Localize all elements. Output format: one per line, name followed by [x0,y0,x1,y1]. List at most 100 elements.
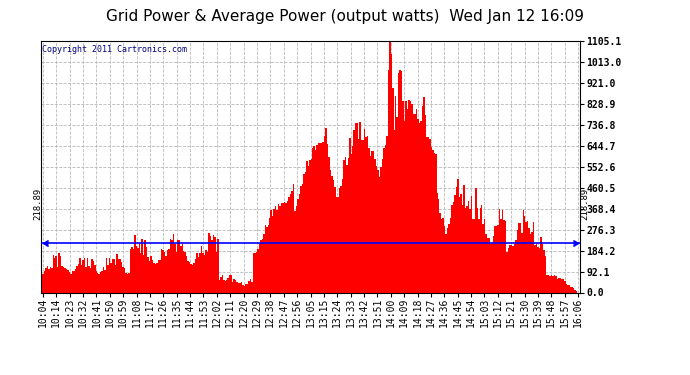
Bar [391,54,392,292]
Bar [337,197,339,292]
Bar [228,278,229,292]
Bar [238,283,239,292]
Bar [371,151,373,292]
Bar [137,248,139,292]
Bar [81,265,82,292]
Bar [502,210,503,292]
Bar [367,136,368,292]
Bar [401,70,402,292]
Bar [270,210,272,292]
Bar [284,202,285,292]
Bar [220,277,221,292]
Bar [117,254,118,292]
Bar [494,226,496,292]
Bar [456,187,457,292]
Bar [135,246,137,292]
Bar [564,280,566,292]
Bar [441,219,442,292]
Bar [355,123,357,292]
Bar [68,270,69,292]
Bar [294,211,296,292]
Bar [259,244,260,292]
Bar [244,286,245,292]
Bar [339,188,340,292]
Bar [538,246,539,292]
Bar [410,101,411,292]
Bar [164,252,165,292]
Bar [437,194,438,292]
Bar [576,291,578,292]
Text: 218.89: 218.89 [33,188,43,220]
Bar [235,280,237,292]
Bar [168,249,170,292]
Bar [130,249,131,292]
Bar [324,136,325,292]
Bar [264,225,266,292]
Bar [334,188,336,292]
Bar [55,256,57,292]
Bar [57,267,59,292]
Bar [247,284,248,292]
Bar [110,263,112,292]
Bar [262,238,263,292]
Bar [411,104,413,292]
Bar [542,244,543,292]
Bar [540,237,542,292]
Bar [446,234,447,292]
Bar [122,267,124,292]
Bar [491,243,493,292]
Bar [313,146,315,292]
Bar [504,221,506,292]
Bar [438,199,440,292]
Bar [468,201,469,292]
Bar [162,250,164,292]
Bar [239,283,241,292]
Bar [269,218,270,292]
Bar [312,147,313,292]
Bar [469,209,471,292]
Bar [153,263,155,292]
Bar [309,160,310,292]
Bar [198,257,199,292]
Bar [149,261,150,292]
Bar [362,140,364,292]
Bar [219,280,220,292]
Bar [190,264,192,292]
Bar [388,70,389,292]
Bar [179,240,180,292]
Bar [90,268,91,292]
Bar [59,253,60,292]
Bar [459,197,460,292]
Bar [95,271,97,292]
Bar [217,239,219,292]
Bar [197,253,198,292]
Bar [230,275,232,292]
Bar [543,250,545,292]
Bar [448,224,450,292]
Bar [181,244,183,292]
Bar [321,142,322,292]
Bar [357,123,358,292]
Bar [561,279,562,292]
Bar [414,114,416,292]
Bar [48,268,50,292]
Bar [281,203,282,292]
Bar [428,137,429,292]
Bar [119,259,121,292]
Bar [63,267,64,292]
Bar [167,250,168,292]
Bar [417,119,419,292]
Bar [250,279,251,292]
Bar [433,153,435,292]
Bar [42,274,43,292]
Bar [297,199,299,292]
Bar [70,274,72,292]
Bar [199,253,201,292]
Bar [308,166,309,292]
Bar [520,223,521,292]
Bar [253,253,254,292]
Bar [344,158,346,292]
Bar [386,136,388,292]
Bar [273,209,275,292]
Bar [266,227,268,292]
